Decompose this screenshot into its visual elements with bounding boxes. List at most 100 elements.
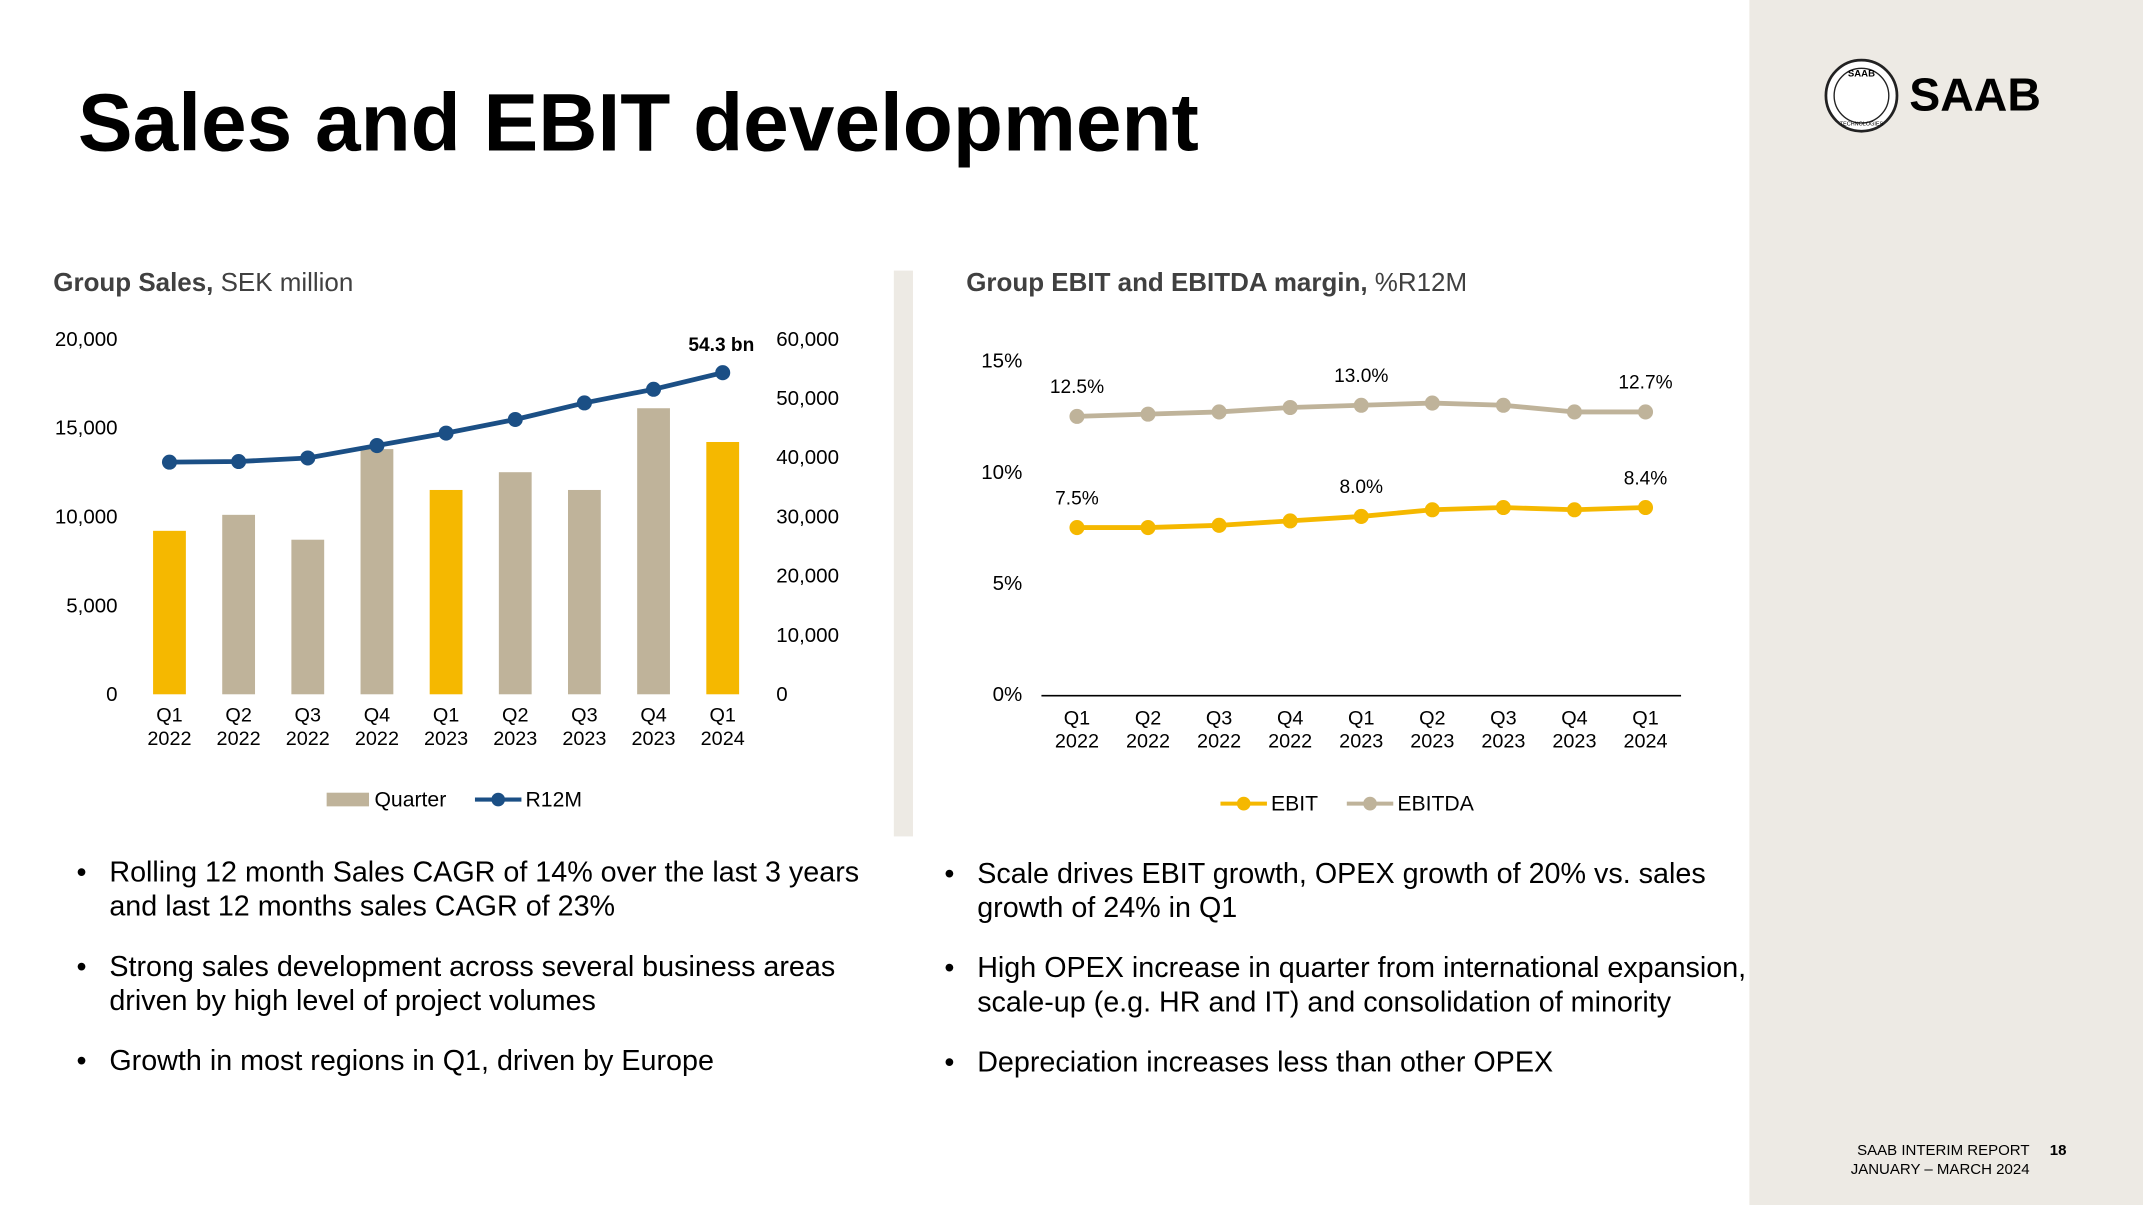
bar — [360, 449, 394, 695]
point — [576, 395, 592, 411]
y-tick-label: 5,000 — [66, 594, 117, 617]
y-tick-label: 0 — [106, 683, 117, 706]
x-tick-label: Q1 2023 — [1339, 707, 1384, 754]
point — [1353, 508, 1369, 524]
point — [1424, 502, 1440, 518]
footer-report: SAAB INTERIM REPORT — [1857, 1142, 2029, 1159]
point — [1495, 397, 1511, 413]
legend-swatch-dot — [1236, 796, 1251, 811]
x-tick-label: Q4 2023 — [1552, 707, 1597, 754]
data-label: 54.3 bn — [688, 335, 754, 356]
point — [1211, 517, 1227, 533]
y-tick-label: 30,000 — [776, 505, 839, 528]
x-tick-label: Q3 2022 — [1197, 707, 1242, 754]
chart-title-unit: %R12M — [1375, 267, 1467, 297]
y-tick-label: 15% — [981, 350, 1022, 373]
bullet: High OPEX increase in quarter from inter… — [944, 951, 1783, 1019]
bullet: Scale drives EBIT growth, OPEX growth of… — [944, 857, 1783, 925]
bar — [637, 408, 670, 695]
emblem-ring — [1833, 67, 1890, 124]
point — [1495, 500, 1511, 516]
point — [1211, 404, 1227, 420]
point — [300, 450, 316, 466]
legend-swatch-dot — [491, 792, 506, 807]
x-tick-label: Q4 2022 — [1268, 707, 1313, 754]
chart-title-main: Group Sales, — [53, 267, 213, 297]
legend-label: R12M — [526, 788, 582, 811]
data-label: 12.7% — [1618, 373, 1672, 394]
x-tick-label: Q3 2022 — [285, 705, 330, 751]
x-tick-label: Q2 2022 — [216, 705, 261, 751]
y-tick-label: 40,000 — [776, 446, 839, 469]
bar — [568, 489, 601, 695]
bullet: Growth in most regions in Q1, driven by … — [77, 1044, 902, 1078]
bar — [222, 514, 256, 695]
y-tick-label: 10,000 — [55, 505, 118, 528]
emblem-text: SAAB — [1848, 69, 1875, 80]
x-tick-label: Q1 2022 — [1054, 707, 1100, 754]
chart-title: Group EBIT and EBITDA margin, %R12M — [966, 267, 1467, 297]
data-label: 7.5% — [1055, 488, 1099, 509]
y-tick-label: 5% — [993, 572, 1023, 595]
chart-title-unit: SEK million — [221, 267, 354, 297]
data-label: 8.4% — [1624, 468, 1668, 489]
x-tick-label: Q4 2022 — [354, 705, 399, 751]
bullet: Rolling 12 month Sales CAGR of 14% over … — [77, 856, 902, 924]
logo: SAAB — [1909, 69, 2041, 121]
point — [715, 365, 731, 381]
y-tick-label: 0% — [993, 683, 1023, 706]
point — [1638, 404, 1654, 420]
y-tick-label: 20,000 — [55, 328, 118, 351]
x-tick-label: Q1 2023 — [424, 705, 469, 751]
point — [1566, 502, 1582, 518]
y-tick-label: 50,000 — [776, 387, 839, 410]
bullet: Strong sales development across several … — [77, 950, 902, 1018]
point — [438, 425, 454, 441]
bar — [429, 489, 463, 695]
point — [1353, 397, 1369, 413]
x-tick-label: Q1 2022 — [147, 705, 192, 751]
point — [1424, 395, 1440, 411]
footer-period: JANUARY – MARCH 2024 — [1851, 1161, 2030, 1178]
x-tick-label: Q4 2023 — [631, 705, 676, 751]
y-tick-label: 20,000 — [776, 565, 839, 588]
slide-title: Sales and EBIT development — [78, 77, 1199, 168]
bar — [153, 530, 186, 695]
x-tick-label: Q2 2023 — [493, 705, 538, 751]
emblem-ring-text: TECHNOLOGIES — [1840, 122, 1884, 128]
legend-label: EBIT — [1271, 792, 1318, 815]
point — [1140, 520, 1156, 536]
y-tick-label: 10,000 — [776, 624, 839, 647]
x-tick-label: Q2 2023 — [1410, 707, 1455, 754]
point — [161, 454, 177, 470]
side-panel — [1749, 0, 2143, 1205]
point — [231, 454, 247, 470]
emblem — [1824, 58, 1899, 133]
point — [1069, 520, 1085, 536]
point — [369, 438, 385, 454]
point — [507, 411, 523, 428]
chart-title-main: Group EBIT and EBITDA margin, — [966, 267, 1367, 297]
chart-title: Group Sales, SEK million — [53, 267, 353, 297]
x-tick-label: Q1 2024 — [1623, 707, 1668, 754]
data-label: 8.0% — [1339, 477, 1383, 498]
bullets-left: Rolling 12 month Sales CAGR of 14% over … — [77, 856, 902, 1105]
x-tick-label: Q2 2022 — [1125, 707, 1171, 754]
point — [1282, 399, 1298, 416]
legend-label: EBITDA — [1397, 792, 1474, 815]
data-label: 13.0% — [1334, 366, 1388, 387]
point — [1140, 406, 1156, 422]
y-tick-label: 0 — [776, 683, 787, 706]
y-tick-label: 60,000 — [776, 328, 839, 351]
x-tick-label: Q3 2023 — [1481, 707, 1526, 754]
x-tick-label: Q3 2023 — [562, 705, 607, 751]
bar — [706, 441, 740, 695]
point — [1069, 408, 1085, 424]
divider — [893, 270, 913, 837]
data-label: 12.5% — [1050, 377, 1104, 398]
legend-swatch-dot — [1363, 796, 1377, 811]
bullets-right: Scale drives EBIT growth, OPEX growth of… — [944, 857, 1783, 1106]
